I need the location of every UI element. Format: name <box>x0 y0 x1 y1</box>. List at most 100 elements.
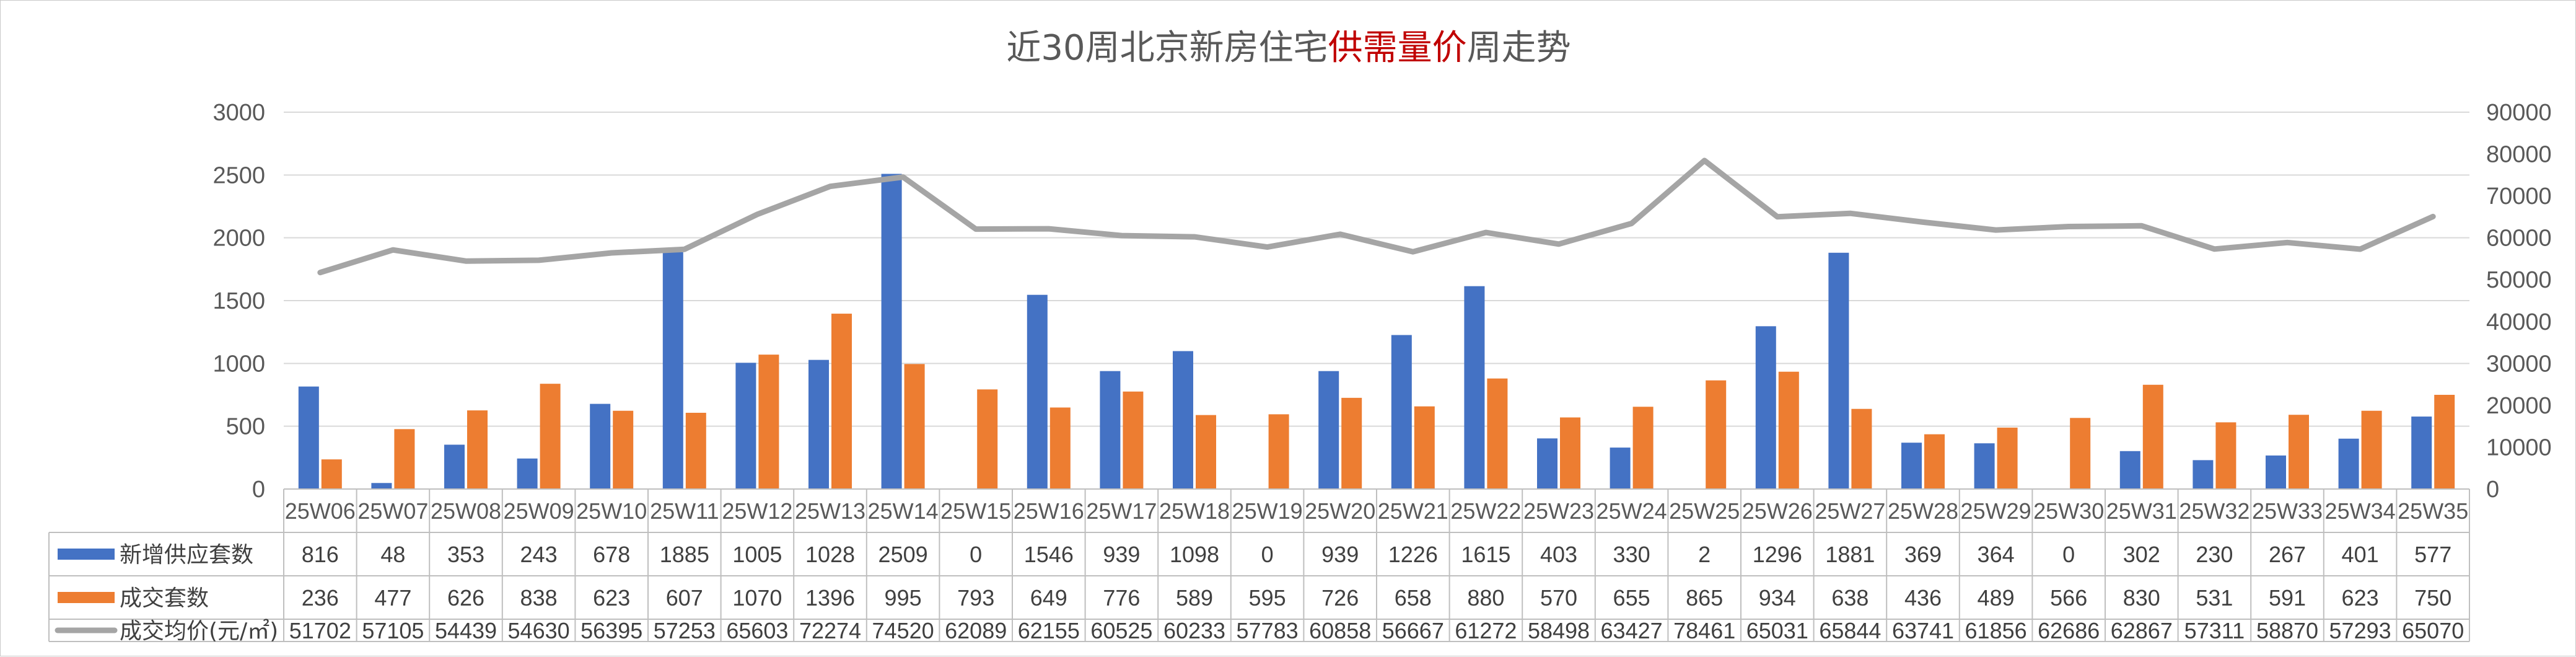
bar-supply <box>2266 456 2286 489</box>
data-label: 65031 <box>1746 618 1808 643</box>
bar-deal <box>2143 385 2163 489</box>
y-left-tick-label: 1000 <box>212 351 265 377</box>
data-label: 57311 <box>2184 618 2245 643</box>
x-category-label: 25W13 <box>795 498 865 524</box>
data-label: 1396 <box>805 585 855 611</box>
bar-deal <box>1997 428 2018 489</box>
bar-deal <box>686 413 706 489</box>
data-label: 62867 <box>2111 618 2173 643</box>
data-label: 939 <box>1321 542 1359 567</box>
bar-supply <box>1828 253 1849 489</box>
y-left-tick-label: 0 <box>252 477 265 503</box>
chart-title: 近30周北京新房住宅供需量价周走势 <box>1006 28 1571 68</box>
bar-supply <box>735 363 756 489</box>
data-label: 65070 <box>2402 618 2464 643</box>
data-label: 655 <box>1613 585 1650 611</box>
x-category-label: 25W35 <box>2398 498 2468 524</box>
y-left-tick-label: 1500 <box>212 288 265 314</box>
bar-deal <box>2215 422 2236 489</box>
gridlines <box>284 112 2469 489</box>
data-label: 60525 <box>1090 618 1152 643</box>
data-label: 302 <box>2123 542 2160 567</box>
data-label: 570 <box>1540 585 1577 611</box>
bar-supply <box>299 387 319 489</box>
data-label: 436 <box>1904 585 1942 611</box>
x-category-label: 25W23 <box>1523 498 1594 524</box>
x-category-label: 25W24 <box>1597 498 1667 524</box>
x-category-label: 25W25 <box>1669 498 1740 524</box>
bar-deal <box>540 384 561 489</box>
y-left-tick-label: 2500 <box>212 162 265 188</box>
data-label: 61272 <box>1455 618 1517 643</box>
data-label: 60233 <box>1163 618 1225 643</box>
bar-deal <box>1924 434 1945 489</box>
data-label: 2509 <box>878 542 928 567</box>
x-category-label: 25W16 <box>1014 498 1084 524</box>
x-category-label: 25W19 <box>1232 498 1303 524</box>
x-category-label: 25W31 <box>2106 498 2177 524</box>
y-right-tick-label: 10000 <box>2486 434 2552 461</box>
bar-supply <box>808 360 829 489</box>
data-label: 591 <box>2269 585 2306 611</box>
x-category-label: 25W12 <box>722 498 792 524</box>
bar-supply <box>663 252 683 489</box>
bar-deal <box>1123 392 1143 489</box>
data-label: 1226 <box>1388 542 1438 567</box>
data-label: 1005 <box>732 542 782 567</box>
data-label: 830 <box>2123 585 2160 611</box>
x-category-label: 25W27 <box>1815 498 1885 524</box>
data-label: 1615 <box>1461 542 1510 567</box>
data-label: 658 <box>1395 585 1432 611</box>
data-label: 607 <box>666 585 703 611</box>
data-label: 1098 <box>1170 542 1219 567</box>
bar-deal <box>977 389 997 489</box>
y-right-tick-label: 40000 <box>2486 309 2552 335</box>
data-label: 353 <box>447 542 484 567</box>
data-label: 489 <box>1978 585 2015 611</box>
bar-deal <box>394 429 414 489</box>
data-label: 1885 <box>660 542 709 567</box>
data-label: 72274 <box>799 618 861 643</box>
bar-supply <box>1537 438 1557 489</box>
y-right-tick-label: 0 <box>2486 477 2499 503</box>
y-right-tick-label: 30000 <box>2486 351 2552 377</box>
bar-supply <box>2120 451 2140 489</box>
data-label: 401 <box>2342 542 2379 567</box>
x-category-label: 25W33 <box>2252 498 2323 524</box>
y-right-tick-label: 80000 <box>2486 142 2552 168</box>
bar-deal <box>1851 409 1872 489</box>
data-label: 267 <box>2269 542 2306 567</box>
data-label: 1881 <box>1825 542 1875 567</box>
bar-deal <box>322 459 342 489</box>
data-label: 726 <box>1321 585 1359 611</box>
x-category-label: 25W32 <box>2179 498 2250 524</box>
x-category-label: 25W20 <box>1305 498 1375 524</box>
data-label: 62686 <box>2038 618 2100 643</box>
data-label: 54630 <box>508 618 570 643</box>
bar-deal <box>2434 395 2455 489</box>
y-left-tick-label: 2000 <box>212 226 265 252</box>
bar-deal <box>2289 415 2309 489</box>
data-label: 939 <box>1103 542 1140 567</box>
data-label: 364 <box>1978 542 2015 567</box>
data-label: 62089 <box>945 618 1007 643</box>
x-category-label: 25W06 <box>285 498 356 524</box>
legend-key-deal <box>58 592 115 603</box>
bar-deal <box>1487 379 1507 489</box>
chart-title-part: 近30周北京新房住宅 <box>1006 28 1328 68</box>
bar-supply <box>1464 286 1484 489</box>
legend-label: 成交均价(元/㎡) <box>120 618 278 644</box>
price-line-layer <box>320 161 2433 273</box>
data-label: 750 <box>2414 585 2451 611</box>
bar-supply <box>1901 443 1922 489</box>
bars-layer <box>299 174 2455 489</box>
y-left-tick-label: 3000 <box>212 100 265 126</box>
legend-key-supply <box>58 549 115 560</box>
x-category-label: 25W30 <box>2033 498 2104 524</box>
bar-deal <box>2362 411 2382 489</box>
data-label: 236 <box>302 585 339 611</box>
data-label: 577 <box>2414 542 2451 567</box>
bar-supply <box>444 444 465 489</box>
data-label: 1028 <box>805 542 855 567</box>
